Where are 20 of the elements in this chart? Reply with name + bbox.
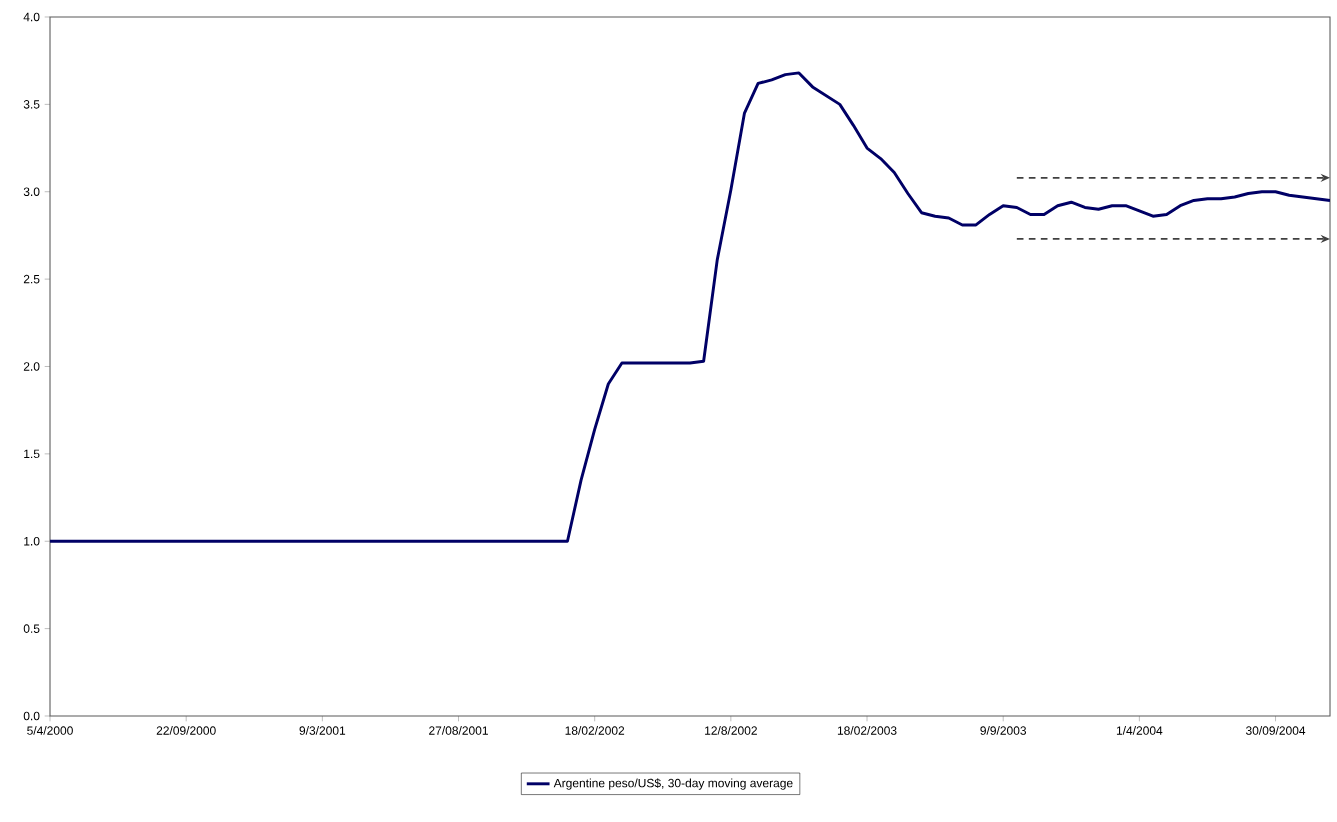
x-tick-label: 27/08/2001 (429, 726, 488, 735)
y-tick-label: 0.0 (23, 711, 40, 721)
x-tick-label: 12/8/2002 (705, 726, 757, 735)
x-tick-label: 18/02/2003 (837, 726, 897, 735)
y-tick-label: 3.0 (23, 187, 40, 196)
x-tick-label: 9/3/2001 (299, 726, 346, 735)
y-tick-label: 4.0 (23, 12, 40, 22)
x-tick-label: 30/09/2004 (1245, 726, 1306, 735)
y-tick-label: 1.0 (24, 536, 40, 546)
legend-label: Argentine peso/US$, 30-day moving average (553, 778, 793, 790)
y-tick-label: 0.5 (23, 624, 40, 633)
y-tick-label: 2.0 (23, 362, 40, 371)
x-tick-label: 18/02/2002 (565, 726, 625, 735)
x-tick-label: 22/09/2000 (156, 726, 216, 735)
x-tick-label: 9/9/2003 (980, 726, 1027, 735)
x-tick-label: 5/4/2000 (27, 726, 73, 735)
y-tick-label: 3.5 (23, 100, 40, 109)
y-tick-label: 1.5 (24, 449, 40, 459)
y-tick-label: 2.5 (23, 274, 40, 284)
x-tick-label: 1/4/2004 (1116, 726, 1163, 735)
